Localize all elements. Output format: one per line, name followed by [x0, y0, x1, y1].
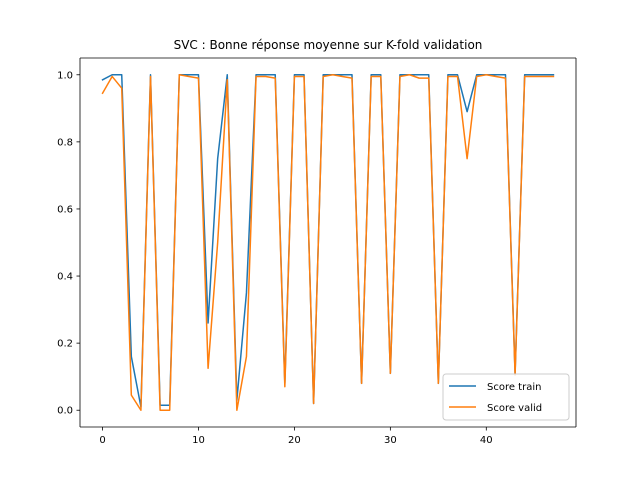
legend: Score train Score valid [442, 373, 570, 421]
y-tick-label: 0.6 [57, 204, 73, 215]
x-tick-label: 0 [99, 435, 105, 446]
x-tick-label: 20 [288, 435, 301, 446]
legend-label-score-train: Score train [487, 382, 541, 393]
x-tick-label: 40 [480, 435, 493, 446]
x-tick-label: 30 [384, 435, 397, 446]
y-tick-label: 0.2 [57, 339, 73, 350]
axes-layer: 0 10 20 30 40 0.0 0.2 0.4 0.6 0.8 1.0 [57, 57, 577, 446]
chart-title: SVC : Bonne réponse moyenne sur K-fold v… [174, 38, 483, 52]
y-tick-label: 0.8 [57, 137, 73, 148]
y-tick-label: 0.4 [57, 272, 73, 283]
legend-label-score-valid: Score valid [487, 403, 542, 414]
series-layer [101, 74, 555, 411]
y-tick-label: 1.0 [57, 70, 73, 81]
y-tick-label: 0.0 [57, 406, 73, 417]
x-tick-label: 10 [192, 435, 205, 446]
series-line-score-valid [101, 74, 555, 411]
